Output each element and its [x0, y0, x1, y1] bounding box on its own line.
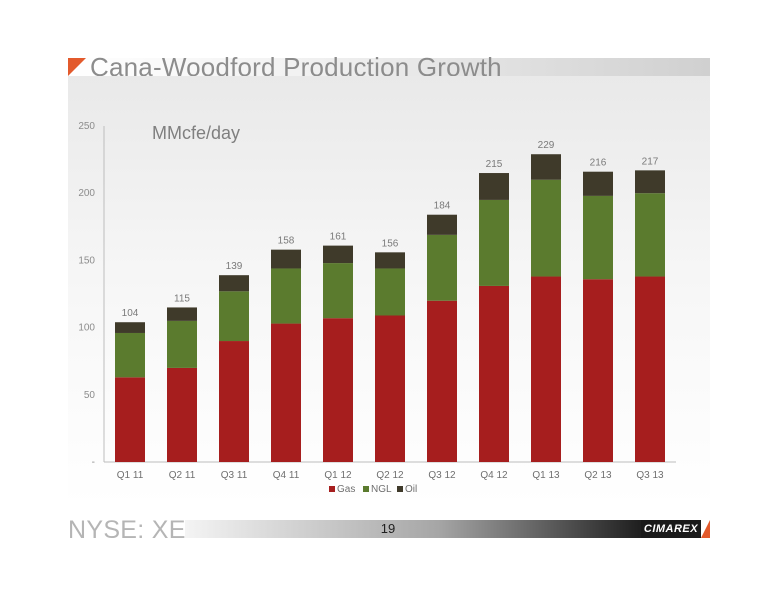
x-tick-label: Q3 12 — [428, 470, 456, 481]
page-number: 19 — [380, 521, 396, 536]
data-label-total: 216 — [590, 158, 607, 169]
bar-ngl-q3-12 — [427, 234, 457, 301]
data-label-total: 229 — [538, 140, 555, 151]
bars — [115, 154, 665, 462]
bar-oil-q2-13 — [583, 171, 613, 196]
x-tick-label: Q1 11 — [117, 470, 144, 481]
x-tick-label: Q4 11 — [273, 470, 300, 481]
title-band — [68, 58, 710, 76]
legend-swatch-ngl — [363, 486, 369, 492]
bar-gas-q3-13 — [635, 276, 665, 462]
y-tick-label: - — [92, 457, 95, 468]
x-tick-label: Q1 12 — [324, 470, 352, 481]
x-tick-label: Q4 12 — [480, 470, 508, 481]
y-tick-label: 100 — [78, 323, 95, 334]
bar-oil-q4-11 — [271, 249, 301, 269]
x-tick-label: Q2 13 — [584, 470, 612, 481]
legend-label-oil: Oil — [405, 484, 417, 495]
x-tick-label: Q1 13 — [532, 470, 560, 481]
y-tick-label: 200 — [78, 188, 95, 199]
bar-gas-q4-12 — [479, 285, 509, 462]
data-label-total: 161 — [330, 232, 347, 243]
bar-ngl-q4-11 — [271, 268, 301, 324]
bar-gas-q1-11 — [115, 377, 145, 462]
bar-oil-q2-12 — [375, 252, 405, 269]
bar-gas-q2-12 — [375, 315, 405, 462]
y-tick-label: 150 — [78, 255, 95, 266]
y-tick-label: 250 — [78, 121, 95, 132]
data-label-total: 217 — [642, 156, 659, 167]
legend-label-ngl: NGL — [371, 484, 392, 495]
bar-oil-q1-11 — [115, 322, 145, 333]
bar-oil-q3-11 — [219, 275, 249, 292]
bar-gas-q3-12 — [427, 300, 457, 462]
data-label-total: 156 — [382, 238, 399, 249]
bar-oil-q3-13 — [635, 170, 665, 194]
x-tick-label: Q2 12 — [376, 470, 404, 481]
bar-ngl-q3-13 — [635, 193, 665, 277]
bar-ngl-q1-11 — [115, 332, 145, 378]
footer-band — [185, 520, 645, 538]
bar-gas-q2-13 — [583, 279, 613, 462]
x-tick-label: Q2 11 — [169, 470, 196, 481]
bar-oil-q4-12 — [479, 173, 509, 200]
bar-ngl-q2-13 — [583, 195, 613, 280]
data-label-total: 139 — [226, 261, 243, 272]
x-tick-label: Q3 13 — [636, 470, 664, 481]
ticker-label: NYSE: XEC — [68, 516, 205, 544]
legend-label-gas: Gas — [337, 484, 355, 495]
bar-oil-q1-13 — [531, 154, 561, 180]
bar-oil-q3-12 — [427, 214, 457, 235]
bar-ngl-q2-12 — [375, 268, 405, 316]
legend: Gas NGL Oil — [329, 484, 417, 495]
bar-gas-q2-11 — [167, 367, 197, 462]
data-label-total: 104 — [122, 308, 139, 319]
bar-oil-q2-11 — [167, 307, 197, 321]
data-label-total: 215 — [486, 159, 503, 170]
x-tick-label: Q3 11 — [221, 470, 248, 481]
bar-gas-q1-13 — [531, 276, 561, 462]
legend-swatch-oil — [397, 486, 403, 492]
data-label-total: 158 — [278, 236, 295, 247]
y-tick-label: 50 — [84, 390, 96, 401]
x-tick-labels: Q1 11 Q2 11 Q3 11 Q4 11 Q1 12 Q2 12 Q3 12 Q4 12… — [117, 470, 664, 481]
y-tick-labels: - 50 100 150 200 250 — [78, 121, 95, 468]
bar-oil-q1-12 — [323, 245, 353, 264]
bar-ngl-q1-12 — [323, 263, 353, 319]
data-label-total: 115 — [174, 293, 190, 304]
unit-label: MMcfe/day — [152, 123, 240, 143]
brand-accent-triangle — [701, 520, 710, 538]
data-label-total: 184 — [434, 201, 451, 212]
data-labels: 104 115 139 158 161 156 184 215 229 216 217 — [122, 140, 659, 319]
bar-gas-q4-11 — [271, 323, 301, 462]
bar-ngl-q4-12 — [479, 199, 509, 286]
bar-gas-q3-11 — [219, 341, 249, 462]
bar-ngl-q3-11 — [219, 291, 249, 342]
bar-ngl-q2-11 — [167, 320, 197, 368]
bar-gas-q1-12 — [323, 318, 353, 462]
title-accent-triangle — [68, 58, 86, 76]
legend-swatch-gas — [329, 486, 335, 492]
brand-logo: CIMAREX — [641, 520, 701, 538]
bar-ngl-q1-13 — [531, 179, 561, 277]
